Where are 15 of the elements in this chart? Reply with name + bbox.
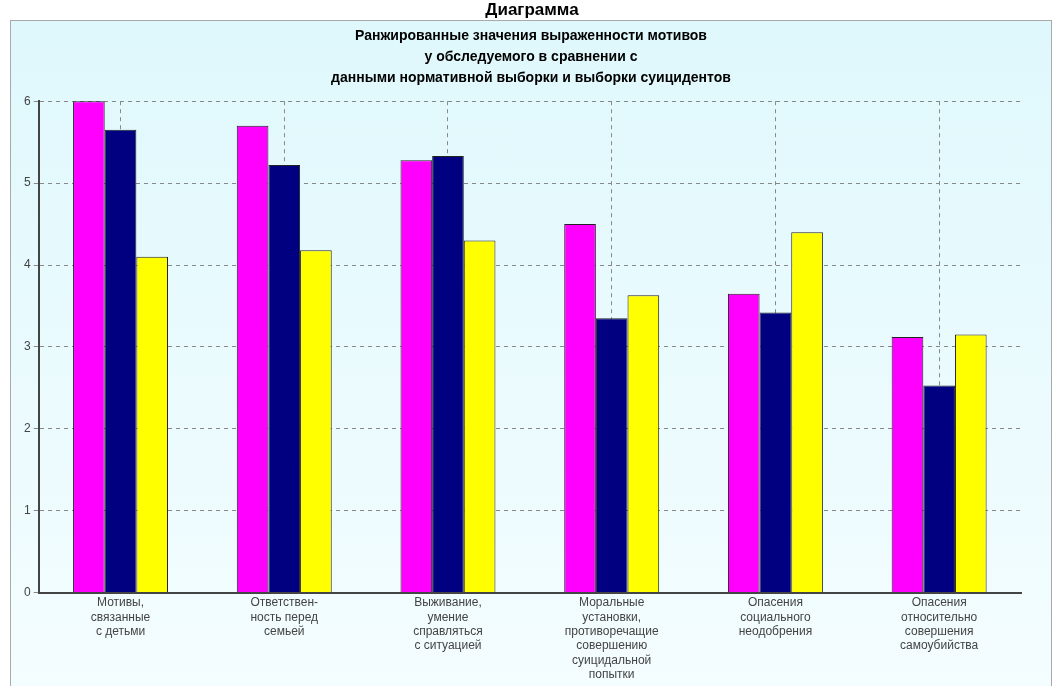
chart-subtitle: Ранжированные значения выраженности мотивов у обследуемого в сравнении с данными нормативной выборки и выборки суицидентов	[330, 26, 732, 87]
x-tick-label: Опасения социального неодобрения	[738, 595, 813, 638]
y-tick-label: 4	[23, 257, 31, 272]
x-tick-label: Мотивы, связанные с детьми	[90, 595, 151, 638]
chart-title: Диаграмма	[484, 0, 580, 20]
y-tick-label: 1	[23, 503, 31, 518]
x-tick-label: Моральные установки, противоречащие совершению суицидальной попытки	[564, 595, 659, 682]
y-tick-label: 3	[23, 339, 31, 354]
y-tick-label: 6	[23, 93, 31, 108]
x-tick-label: Ответствен- ность перед семьей	[250, 595, 319, 638]
y-tick-label: 5	[23, 175, 31, 190]
y-tick-label: 2	[23, 421, 31, 436]
x-tick-label: Выживание, умение справляться с ситуацией	[413, 595, 483, 653]
y-tick-label: 0	[23, 584, 31, 599]
x-tick-label: Опасения относительно совершения самоубийства	[899, 595, 979, 653]
